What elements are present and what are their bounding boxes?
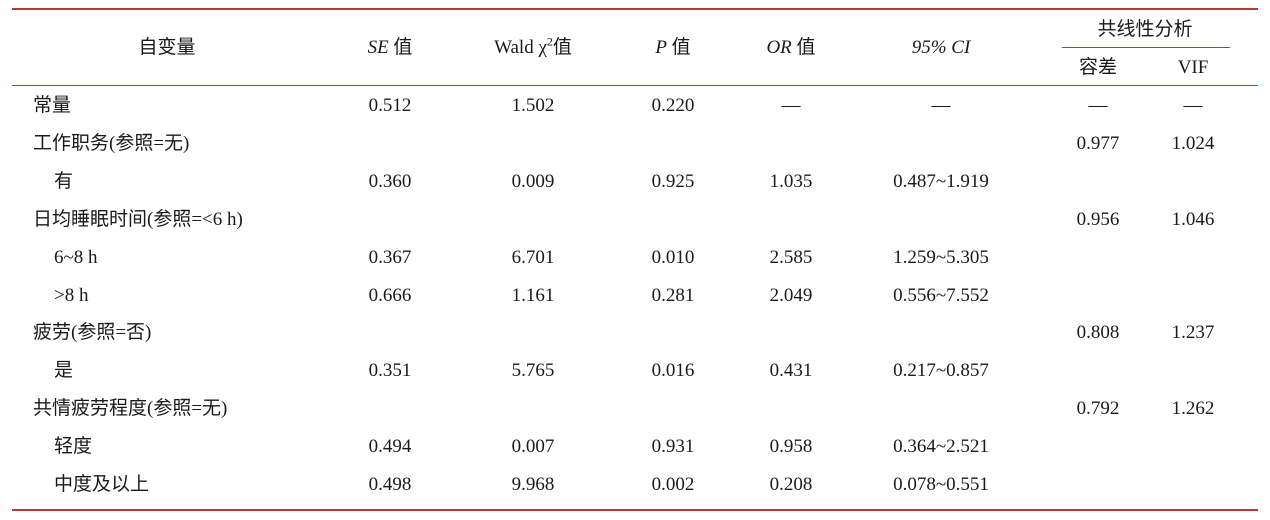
header-se: SE 值	[368, 36, 413, 60]
cell-se: 0.666	[368, 285, 412, 306]
cell-or: 0.958	[769, 436, 813, 457]
cell-wald: 1.502	[511, 95, 555, 116]
cell-p: 0.281	[651, 285, 695, 306]
table-bottom-rule	[12, 509, 1258, 511]
cell-vif: 1.237	[1171, 322, 1215, 343]
row-label: 工作职务(参照=无)	[33, 133, 190, 154]
header-p-symbol: P	[655, 37, 667, 58]
cell-se: 0.367	[368, 247, 412, 268]
header-se-suffix: 值	[388, 37, 413, 58]
table-header-rule	[12, 85, 1258, 86]
header-or: OR 值	[766, 36, 815, 60]
cell-vif: —	[1183, 95, 1203, 116]
cell-or: 2.049	[769, 285, 813, 306]
cell-se: 0.360	[368, 171, 412, 192]
header-tolerance: 容差	[1079, 56, 1117, 80]
header-vif: VIF	[1178, 56, 1209, 80]
cell-ci: 0.078~0.551	[893, 474, 989, 495]
cell-se: 0.351	[368, 360, 412, 381]
header-ci: 95% CI	[912, 36, 971, 60]
row-label: >8 h	[54, 285, 89, 306]
cell-p: 0.010	[651, 247, 695, 268]
cell-wald: 0.007	[511, 436, 555, 457]
cell-p: 0.016	[651, 360, 695, 381]
row-label: 共情疲劳程度(参照=无)	[33, 398, 228, 419]
header-ci-text: 95% CI	[911, 37, 971, 58]
header-p: P 值	[655, 36, 690, 60]
table-top-rule	[12, 8, 1258, 10]
cell-p: 0.931	[651, 436, 695, 457]
header-wald-sup: 2	[546, 34, 553, 49]
cell-wald: 6.701	[511, 247, 555, 268]
cell-or: —	[781, 95, 801, 116]
cell-wald: 0.009	[511, 171, 555, 192]
header-wald-prefix: Wald χ	[494, 37, 547, 58]
header-wald-suffix: 值	[552, 37, 572, 58]
row-label: 6~8 h	[54, 247, 98, 268]
cell-ci: 1.259~5.305	[893, 247, 989, 268]
header-variable-text: 自变量	[138, 37, 196, 58]
cell-vif: 1.024	[1171, 133, 1215, 154]
cell-ci: 0.487~1.919	[893, 171, 989, 192]
cell-se: 0.512	[368, 95, 412, 116]
header-or-symbol: OR	[766, 37, 792, 58]
cell-ci: 0.217~0.857	[893, 360, 989, 381]
header-collinearity-text: 共线性分析	[1097, 19, 1193, 40]
header-p-suffix: 值	[666, 37, 691, 58]
cell-p: 0.002	[651, 474, 695, 495]
row-label: 是	[54, 360, 74, 381]
cell-se: 0.494	[368, 436, 412, 457]
cell-tol: 0.977	[1076, 133, 1120, 154]
header-vif-text: VIF	[1177, 57, 1209, 78]
cell-vif: 1.262	[1171, 398, 1215, 419]
cell-or: 1.035	[769, 171, 813, 192]
row-label: 日均睡眠时间(参照=<6 h)	[33, 209, 243, 230]
header-wald: Wald χ2值	[494, 36, 572, 60]
cell-or: 2.585	[769, 247, 813, 268]
cell-tol: —	[1088, 95, 1108, 116]
header-collinearity: 共线性分析	[1097, 18, 1192, 42]
row-label: 轻度	[54, 436, 93, 457]
header-or-suffix: 值	[791, 37, 816, 58]
header-variable: 自变量	[138, 36, 195, 60]
cell-tol: 0.956	[1076, 209, 1120, 230]
row-label: 疲劳(参照=否)	[33, 322, 152, 343]
cell-or: 0.208	[769, 474, 813, 495]
cell-wald: 1.161	[511, 285, 555, 306]
collinearity-subheader-rule	[1062, 47, 1230, 48]
cell-ci: —	[931, 95, 951, 116]
cell-ci: 0.556~7.552	[893, 285, 989, 306]
header-tolerance-text: 容差	[1078, 57, 1118, 78]
row-label: 有	[54, 171, 74, 192]
cell-tol: 0.792	[1076, 398, 1120, 419]
cell-or: 0.431	[769, 360, 813, 381]
cell-wald: 9.968	[511, 474, 555, 495]
header-se-symbol: SE	[367, 37, 389, 58]
cell-p: 0.925	[651, 171, 695, 192]
row-label: 常量	[33, 95, 72, 116]
cell-wald: 5.765	[511, 360, 555, 381]
cell-tol: 0.808	[1076, 322, 1120, 343]
cell-vif: 1.046	[1171, 209, 1215, 230]
row-label: 中度及以上	[54, 474, 150, 495]
cell-p: 0.220	[651, 95, 695, 116]
cell-se: 0.498	[368, 474, 412, 495]
cell-ci: 0.364~2.521	[893, 436, 989, 457]
